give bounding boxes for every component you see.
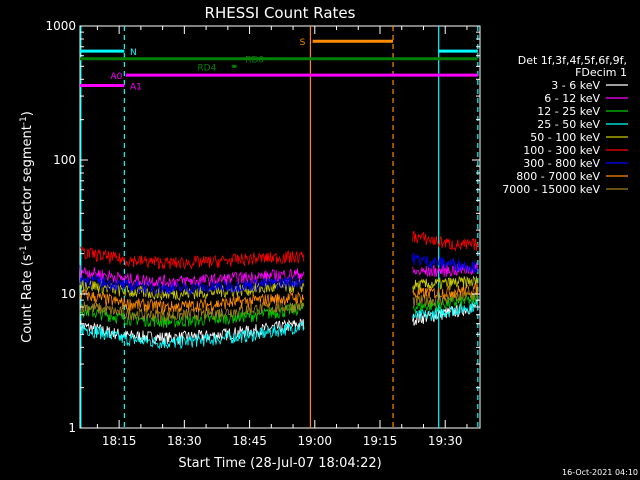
interval-lines xyxy=(80,26,479,428)
flag-label-rd4: RD4 xyxy=(197,63,216,73)
x-axis-label: Start Time (28-Jul-07 18:04:22) xyxy=(178,456,381,471)
footer-timestamp: 16-Oct-2021 04:10 xyxy=(562,468,638,477)
legend-header: FDecim 1 xyxy=(575,66,627,79)
legend-entry-label: 25 - 50 keV xyxy=(537,118,600,131)
series-line-300-800kev-seg2 xyxy=(412,252,478,273)
series-line-6-12kev-seg1 xyxy=(79,265,305,290)
series-line-25-50kev-seg2 xyxy=(412,299,479,322)
series-line-7000-15000kev-seg2 xyxy=(412,290,479,308)
flag-label-a0: A0 xyxy=(110,72,122,82)
x-axis: 18:15 18:30 18:45 19:00 19:15 19:30 xyxy=(96,26,468,448)
series-line-12-25kev-seg1 xyxy=(79,302,305,329)
legend-header: Det 1f,3f,4f,5f,6f,9f, xyxy=(518,54,627,67)
series-line-300-800kev-seg1 xyxy=(79,275,305,296)
x-tick-label: 18:30 xyxy=(167,434,202,448)
x-tick-label: 19:00 xyxy=(297,434,332,448)
series-line-100-300kev-seg2 xyxy=(412,231,479,252)
series-line-25-50kev-seg1 xyxy=(79,321,305,350)
chart-title: RHESSI Count Rates xyxy=(205,4,356,22)
y-axis-label: Count Rate (s-1 detector segment-1) xyxy=(19,111,35,343)
x-tick-label: 19:15 xyxy=(363,434,398,448)
series-line-3-6kev-seg1 xyxy=(79,318,305,346)
legend-entry-label: 7000 - 15000 keV xyxy=(502,183,600,196)
y-tick-label: 100 xyxy=(53,153,76,167)
series-line-50-100kev-seg2 xyxy=(412,275,479,292)
y-tick-label: 10 xyxy=(61,287,76,301)
legend-entry-label: 6 - 12 keV xyxy=(544,92,600,105)
flag-bars: N S RD0 RD4 A0 A1 xyxy=(80,38,478,92)
legend-entry-label: 12 - 25 keV xyxy=(537,105,600,118)
plot-frame xyxy=(79,25,481,429)
y-tick-label: 1 xyxy=(68,421,76,435)
legend-entry-label: 300 - 800 keV xyxy=(523,157,600,170)
x-tick-label: 19:30 xyxy=(428,434,463,448)
y-axis: 1 10 100 1000 xyxy=(45,19,480,435)
data-curves xyxy=(79,231,479,350)
flag-label-a1: A1 xyxy=(130,82,142,92)
x-tick-label: 18:15 xyxy=(102,434,137,448)
legend-entry-label: 50 - 100 keV xyxy=(530,131,600,144)
flag-label-s: S xyxy=(300,38,306,48)
series-line-800-7000kev-seg1 xyxy=(79,289,305,314)
series-line-800-7000kev-seg2 xyxy=(412,282,479,300)
y-tick-label: 1000 xyxy=(45,19,76,33)
flag-label-n: N xyxy=(130,48,137,58)
series-line-7000-15000kev-seg1 xyxy=(79,299,305,323)
legend-entry-label: 3 - 6 keV xyxy=(551,79,600,92)
x-tick-label: 18:45 xyxy=(232,434,267,448)
flag-label-rd0: RD0 xyxy=(245,56,264,66)
legend-entry-label: 800 - 7000 keV xyxy=(516,170,600,183)
series-line-12-25kev-seg2 xyxy=(412,293,479,314)
legend: Det 1f,3f,4f,5f,6f,9f,FDecim 13 - 6 keV6… xyxy=(502,54,628,196)
legend-entry-label: 100 - 300 keV xyxy=(523,144,600,157)
series-line-100-300kev-seg1 xyxy=(79,246,305,270)
